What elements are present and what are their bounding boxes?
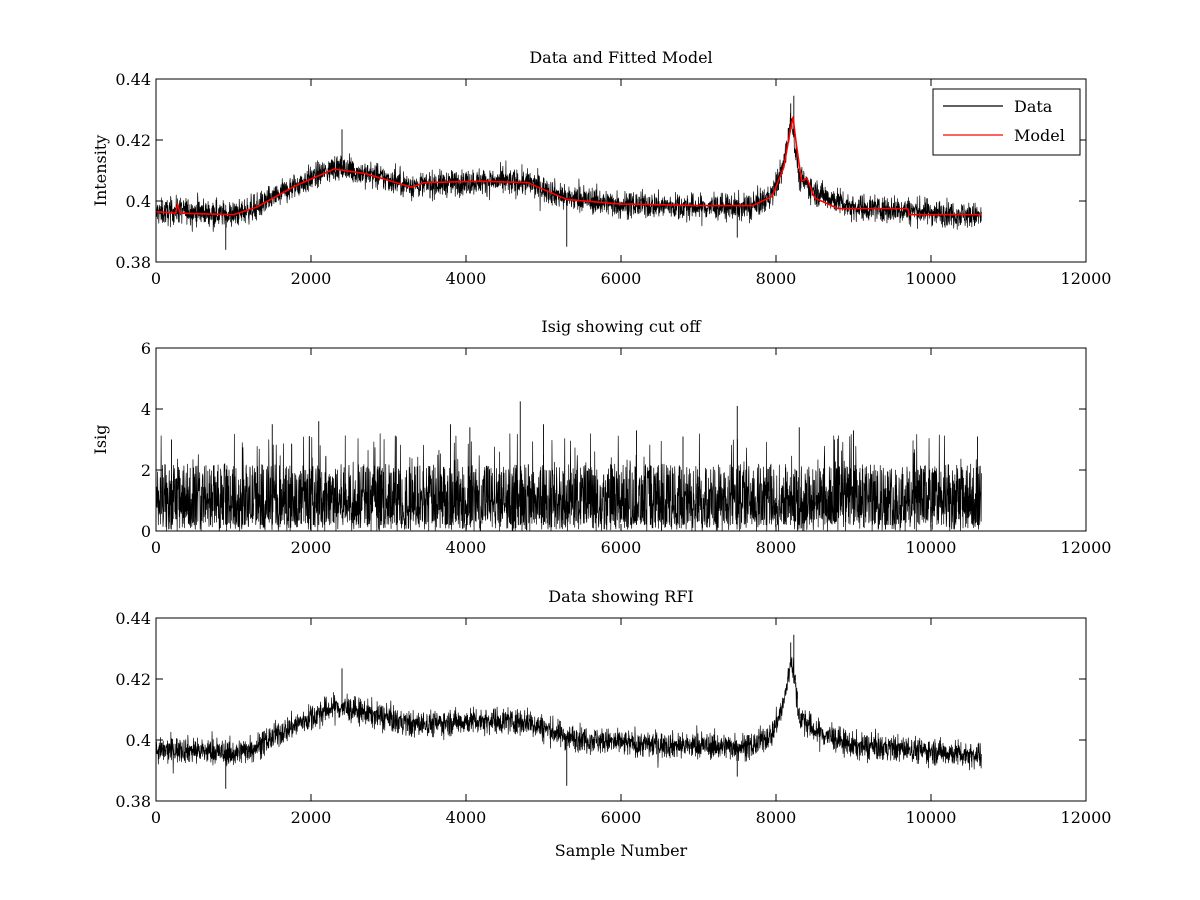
chart-2-x-tick-label: 10000 [906, 538, 957, 557]
chart-1-x-tick-label: 8000 [756, 269, 797, 288]
chart-1-y-tick-label: 0.44 [115, 70, 151, 89]
chart-3-x-tick-label: 8000 [756, 808, 797, 827]
chart-2-series-isig-line [156, 433, 982, 531]
chart-1-legend-box [932, 88, 1081, 156]
chart-1-y-tick-label: 0.38 [115, 253, 151, 272]
chart-2-x-tick-label: 6000 [601, 538, 642, 557]
chart-3-title: Data showing RFI [548, 587, 693, 606]
chart-1-x-tick-label: 2000 [291, 269, 332, 288]
chart-3-y-tick-label: 0.42 [115, 670, 151, 689]
chart-1-x-tick-label: 12000 [1061, 269, 1112, 288]
chart-2-title: Isig showing cut off [541, 317, 702, 336]
chart-3-x-tick-label: 12000 [1061, 808, 1112, 827]
chart-2-x-tick-label: 2000 [291, 538, 332, 557]
chart-3-y-tick-label: 0.4 [126, 731, 151, 750]
chart-2-x-tick-label: 4000 [446, 538, 487, 557]
chart-3-series-data-line [156, 656, 982, 774]
chart-1-series-data-line [156, 112, 982, 232]
chart-1-y-axis-label: Intensity [91, 135, 110, 207]
chart-1: 0 2000 4000 6000 8000 10000 12000 0.38 0.4 0.42 0.… [91, 48, 1111, 288]
chart-1-plot-area [156, 95, 982, 250]
chart-1-x-tick-label: 0 [151, 269, 161, 288]
chart-2: 0 2000 4000 6000 8000 10000 12000 0 2 4 6 Isig show… [91, 317, 1111, 557]
chart-1-legend-label-model: Model [1014, 126, 1065, 145]
chart-1-title: Data and Fitted Model [529, 48, 712, 67]
chart-1-x-tick-label: 6000 [601, 269, 642, 288]
chart-3-x-tick-label: 0 [151, 808, 161, 827]
chart-2-x-tick-label: 12000 [1061, 538, 1112, 557]
chart-3-x-tick-label: 6000 [601, 808, 642, 827]
chart-2-x-tick-label: 0 [151, 538, 161, 557]
chart-1-x-tick-label: 10000 [906, 269, 957, 288]
chart-2-y-tick-label: 0 [141, 522, 151, 541]
chart-2-y-axis-label: Isig [91, 425, 110, 455]
chart-2-y-tick-label: 2 [141, 461, 151, 480]
chart-1-y-tick-label: 0.4 [126, 192, 151, 211]
chart-1-legend: Data Model [932, 88, 1081, 156]
chart-3-y-tick-label: 0.44 [115, 609, 151, 628]
chart-3-x-axis-label: Sample Number [555, 841, 688, 860]
chart-1-y-tick-label: 0.42 [115, 131, 151, 150]
chart-3: 0 2000 4000 6000 8000 10000 12000 0.38 0.4 0.42 0.… [115, 587, 1111, 860]
chart-1-x-tick-label: 4000 [446, 269, 487, 288]
chart-2-x-tick-label: 8000 [756, 538, 797, 557]
chart-2-y-tick-label: 6 [141, 339, 151, 358]
chart-3-axes-box [155, 617, 1087, 802]
chart-3-x-tick-label: 2000 [291, 808, 332, 827]
chart-1-series-model-line [156, 116, 982, 216]
chart-3-plot-area [156, 634, 982, 789]
chart-2-y-tick-label: 4 [141, 400, 151, 419]
chart-3-x-tick-label: 4000 [446, 808, 487, 827]
chart-2-plot-area [156, 401, 982, 531]
chart-3-x-tick-label: 10000 [906, 808, 957, 827]
chart-1-legend-label-data: Data [1014, 97, 1053, 116]
chart-3-y-tick-label: 0.38 [115, 792, 151, 811]
